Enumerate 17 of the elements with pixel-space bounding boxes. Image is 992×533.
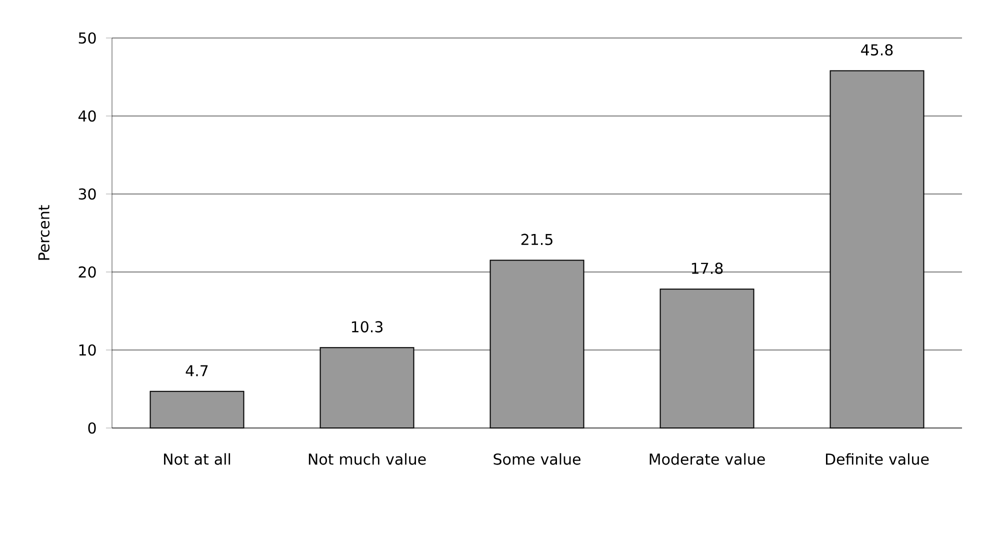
x-tick-label: Not much value <box>308 453 426 465</box>
y-axis-title: Percent <box>38 205 50 260</box>
x-tick-label: Not at all <box>164 453 230 465</box>
x-tick-label: Some value <box>494 453 580 465</box>
data-label: 10.3 <box>352 321 382 332</box>
data-label: 17.8 <box>692 262 723 274</box>
x-tick-label: Definite value <box>826 453 929 465</box>
data-label: 4.7 <box>186 365 208 376</box>
y-tick-label: 10 <box>79 344 96 356</box>
y-tick-label: 20 <box>78 266 96 278</box>
y-tick-label: 40 <box>78 110 96 122</box>
x-tick-label: Moderate value <box>650 453 765 465</box>
y-tick-label: 0 <box>88 422 96 434</box>
y-tick-label: 50 <box>78 32 96 44</box>
data-label: 21.5 <box>521 234 552 246</box>
data-label: 45.8 <box>861 44 893 56</box>
y-tick-label: 30 <box>78 188 96 200</box>
